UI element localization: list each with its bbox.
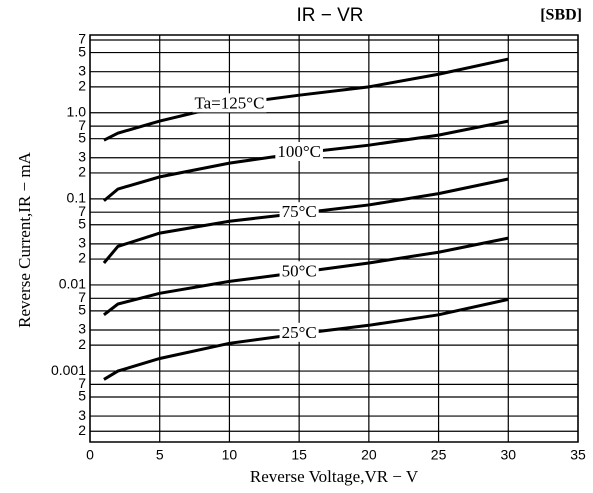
y-tick-label: 3 — [78, 321, 86, 337]
data-line — [102, 119, 509, 202]
y-tick-label: 7 — [78, 375, 86, 391]
y-tick-label: 2 — [78, 336, 86, 352]
chart-tag: [SBD] — [540, 7, 582, 24]
x-tick-label: 0 — [86, 447, 94, 463]
x-tick-label: 25 — [431, 447, 447, 463]
series-label-bg — [275, 142, 323, 162]
series-label: 50°C — [282, 261, 317, 280]
series-label: 100°C — [277, 142, 321, 161]
y-tick-label: 7 — [78, 31, 86, 47]
y-axis-label: Reverse Current,IR − mA — [15, 151, 34, 327]
x-tick-label: 5 — [156, 447, 164, 463]
y-tick-label: 5 — [78, 388, 86, 404]
y-tick-label: 7 — [78, 289, 86, 305]
y-tick-label: 3 — [78, 407, 86, 423]
chart-title: IR − VR — [296, 5, 363, 26]
data-line — [102, 177, 509, 264]
y-tick-label: 5 — [78, 302, 86, 318]
y-tick-label: 5 — [78, 129, 86, 145]
x-tick-label: 10 — [222, 447, 238, 463]
y-tick-label: 2 — [78, 422, 86, 438]
series-label: Ta=125°C — [194, 93, 264, 112]
y-tick-label: 0.01 — [59, 276, 86, 292]
y-tick-label: 2 — [78, 78, 86, 94]
y-tick-label: 1.0 — [67, 103, 87, 119]
y-tick-label: 0.1 — [67, 190, 87, 206]
x-axis-label: Reverse Voltage,VR − V — [250, 467, 419, 486]
data-line — [103, 236, 509, 317]
y-tick-label: 3 — [78, 148, 86, 164]
y-tick-label: 7 — [78, 117, 86, 133]
series-label: 25°C — [282, 323, 317, 342]
series-label-bg — [192, 93, 267, 113]
x-tick-label: 30 — [500, 447, 516, 463]
y-tick-label: 5 — [78, 215, 86, 231]
y-tick-label: 5 — [78, 43, 86, 59]
y-tick-label: 3 — [78, 62, 86, 78]
y-tick-label: 3 — [78, 235, 86, 251]
y-tick-label: 0.001 — [51, 362, 86, 378]
series-label-bg — [279, 322, 319, 342]
data-line — [103, 297, 509, 381]
y-tick-label: 2 — [78, 250, 86, 266]
x-tick-label: 20 — [361, 447, 377, 463]
y-tick-label: 2 — [78, 164, 86, 180]
y-tick-label: 7 — [78, 203, 86, 219]
series-label-bg — [279, 261, 319, 281]
x-tick-label: 15 — [291, 447, 307, 463]
x-tick-label: 35 — [570, 447, 586, 463]
plot-frame — [89, 34, 579, 443]
series-label: 75°C — [282, 202, 317, 221]
series-label-bg — [279, 202, 319, 222]
